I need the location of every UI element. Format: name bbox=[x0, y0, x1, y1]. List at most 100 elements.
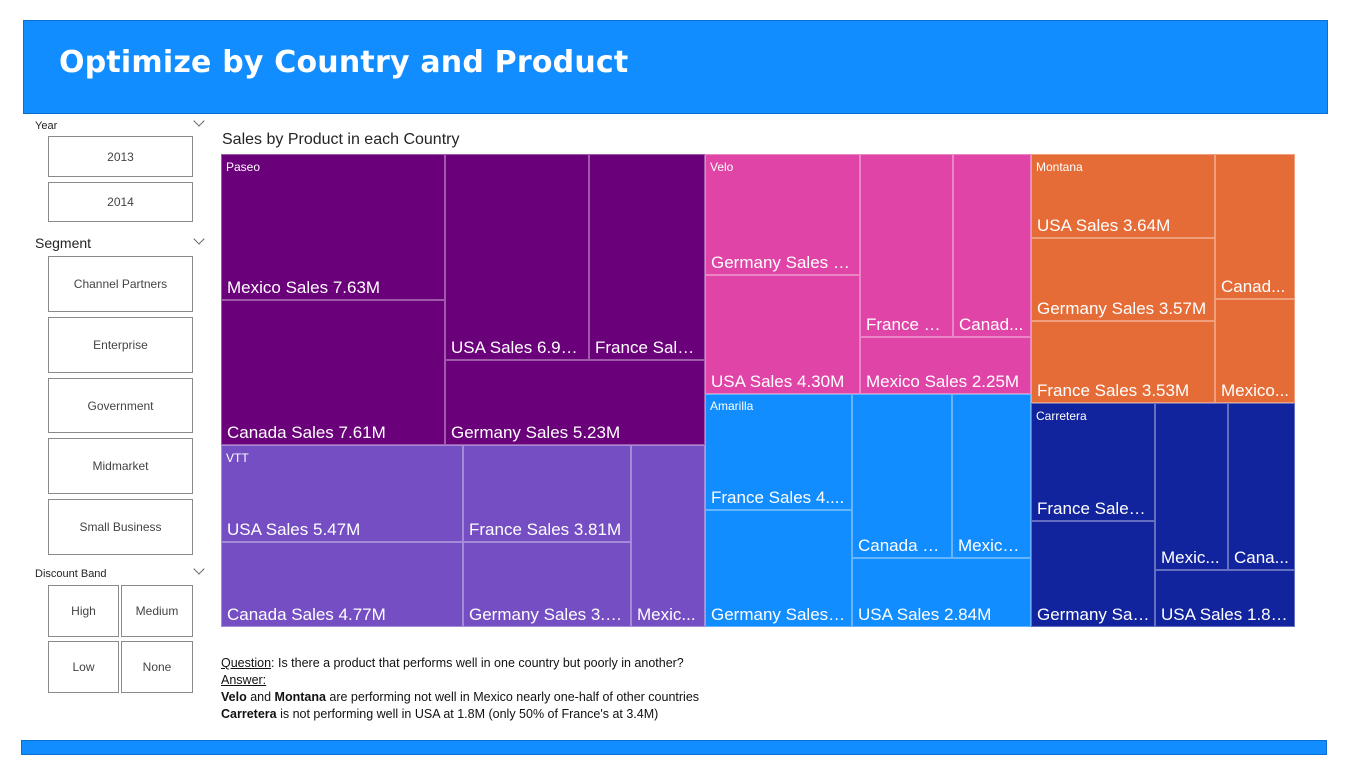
answer-line-1-text: are performing not well in Mexico nearly… bbox=[325, 690, 700, 704]
treemap-group-label-paseo: Paseo bbox=[226, 160, 261, 174]
discount-tile-medium[interactable]: Medium bbox=[121, 585, 193, 637]
segment-tile-government[interactable]: Government bbox=[48, 378, 193, 433]
treemap-cell-carretera-usa[interactable]: USA Sales 1.84... bbox=[1155, 570, 1295, 627]
treemap-cell-vtt-usa[interactable]: USA Sales 5.47M bbox=[221, 445, 463, 542]
treemap-cell-montana-usa[interactable]: USA Sales 3.64M bbox=[1031, 154, 1215, 238]
treemap-cell-velo-mexico[interactable]: Mexico Sales 2.25M bbox=[860, 337, 1031, 394]
treemap-cell-paseo-canada[interactable]: Canada Sales 7.61M bbox=[221, 300, 445, 445]
treemap-cell-label: Germany Sal... bbox=[1037, 605, 1150, 624]
sales-treemap[interactable]: Mexico Sales 7.63M Canada Sales 7.61M USA … bbox=[221, 154, 1295, 627]
treemap-cell-paseo-france[interactable]: France Sale... bbox=[589, 154, 705, 360]
treemap-cell-label: France Sale... bbox=[595, 338, 700, 357]
discount-slicer-title: Discount Band bbox=[35, 568, 107, 580]
treemap-cell-amarilla-usa[interactable]: USA Sales 2.84M bbox=[852, 558, 1031, 627]
treemap-cell-label: Canad... bbox=[959, 315, 1024, 334]
year-tile-2013[interactable]: 2013 bbox=[48, 136, 193, 177]
treemap-cell-velo-usa[interactable]: USA Sales 4.30M bbox=[705, 275, 860, 394]
treemap-cell-label: Mexic... bbox=[1161, 548, 1220, 567]
qa-block: Question: Is there a product that perfor… bbox=[221, 655, 699, 723]
treemap-cell-label: France S... bbox=[866, 315, 948, 334]
treemap-cell-label: Canad... bbox=[1221, 277, 1286, 296]
treemap-cell-paseo-mexico[interactable]: Mexico Sales 7.63M bbox=[221, 154, 445, 300]
treemap-cell-velo-germany[interactable]: Germany Sales 4... bbox=[705, 154, 860, 275]
treemap-cell-label: Germany Sales 3.57M bbox=[1037, 299, 1207, 318]
treemap-cell-label: Mexic... bbox=[637, 605, 696, 624]
discount-chevron-down-icon[interactable] bbox=[193, 563, 205, 575]
treemap-cell-label: Canada Sales 7.61M bbox=[227, 423, 386, 442]
page-footer bbox=[21, 740, 1327, 755]
treemap-cell-label: Mexico Sales 2.25M bbox=[866, 372, 1020, 391]
treemap-cell-label: France Sales 3.53M bbox=[1037, 381, 1190, 400]
answer-line-2: Carretera is not performing well in USA … bbox=[221, 706, 699, 723]
question-line: Question: Is there a product that perfor… bbox=[221, 655, 699, 672]
treemap-cell-amarilla-canada[interactable]: Canada S... bbox=[852, 394, 952, 558]
answer-and: and bbox=[246, 690, 275, 704]
treemap-cell-label: Canada S... bbox=[858, 536, 947, 555]
question-text: : Is there a product that performs well … bbox=[271, 656, 684, 670]
treemap-cell-montana-france[interactable]: France Sales 3.53M bbox=[1031, 321, 1215, 403]
segment-tile-enterprise[interactable]: Enterprise bbox=[48, 317, 193, 373]
answer-product-montana: Montana bbox=[274, 690, 326, 704]
discount-tile-high[interactable]: High bbox=[48, 585, 119, 637]
answer-product-carretera: Carretera bbox=[221, 707, 277, 721]
page-header: Optimize by Country and Product bbox=[23, 20, 1328, 114]
treemap-cell-montana-canada[interactable]: Canad... bbox=[1215, 154, 1295, 299]
treemap-cell-label: Germany Sales 3.2... bbox=[469, 605, 626, 624]
treemap-cell-velo-france[interactable]: France S... bbox=[860, 154, 953, 337]
answer-product-velo: Velo bbox=[221, 690, 247, 704]
treemap-group-label-montana: Montana bbox=[1036, 160, 1083, 174]
treemap-cell-label: USA Sales 3.64M bbox=[1037, 216, 1171, 235]
treemap-cell-paseo-germany[interactable]: Germany Sales 5.23M bbox=[445, 360, 705, 445]
treemap-cell-amarilla-mexico[interactable]: Mexico... bbox=[952, 394, 1031, 558]
question-label: Question bbox=[221, 656, 272, 670]
treemap-cell-paseo-usa[interactable]: USA Sales 6.94M bbox=[445, 154, 589, 360]
treemap-cell-label: Germany Sales 5.23M bbox=[451, 423, 621, 442]
treemap-cell-carretera-germany[interactable]: Germany Sal... bbox=[1031, 521, 1155, 627]
treemap-cell-label: USA Sales 1.84... bbox=[1161, 605, 1290, 624]
treemap-cell-montana-mexico[interactable]: Mexico... bbox=[1215, 299, 1295, 403]
treemap-cell-montana-germany[interactable]: Germany Sales 3.57M bbox=[1031, 238, 1215, 321]
answer-line-2-text: is not performing well in USA at 1.8M (o… bbox=[276, 707, 659, 721]
treemap-cell-label: France Sales 4.... bbox=[711, 488, 845, 507]
segment-chevron-down-icon[interactable] bbox=[193, 233, 205, 245]
discount-tile-low[interactable]: Low bbox=[48, 641, 119, 693]
treemap-cell-label: USA Sales 4.30M bbox=[711, 372, 845, 391]
answer-label: Answer: bbox=[221, 673, 267, 687]
page-title: Optimize by Country and Product bbox=[59, 45, 629, 80]
treemap-cell-label: France Sales ... bbox=[1037, 499, 1150, 518]
treemap-cell-label: USA Sales 2.84M bbox=[858, 605, 992, 624]
treemap-cell-amarilla-france[interactable]: France Sales 4.... bbox=[705, 394, 852, 510]
answer-line-1: Velo and Montana are performing not well… bbox=[221, 689, 699, 706]
treemap-group-label-velo: Velo bbox=[710, 160, 734, 174]
treemap-cell-vtt-canada[interactable]: Canada Sales 4.77M bbox=[221, 542, 463, 627]
treemap-cell-label: Mexico Sales 7.63M bbox=[227, 278, 381, 297]
treemap-group-label-vtt: VTT bbox=[226, 451, 249, 465]
discount-tile-none[interactable]: None bbox=[121, 641, 193, 693]
segment-tile-small-business[interactable]: Small Business bbox=[48, 499, 193, 555]
treemap-cell-label: Canada Sales 4.77M bbox=[227, 605, 386, 624]
treemap-cell-carretera-canada[interactable]: Cana... bbox=[1228, 403, 1295, 570]
segment-tile-midmarket[interactable]: Midmarket bbox=[48, 438, 193, 494]
treemap-group-label-amarilla: Amarilla bbox=[710, 399, 754, 413]
treemap-cell-vtt-mexico[interactable]: Mexic... bbox=[631, 445, 705, 627]
treemap-cell-label: France Sales 3.81M bbox=[469, 520, 622, 539]
treemap-cell-carretera-france[interactable]: France Sales ... bbox=[1031, 403, 1155, 521]
treemap-cell-label: USA Sales 5.47M bbox=[227, 520, 361, 539]
year-chevron-down-icon[interactable] bbox=[193, 115, 205, 127]
treemap-cell-label: USA Sales 6.94M bbox=[451, 338, 584, 357]
answer-line: Answer: bbox=[221, 672, 699, 689]
year-slicer-title: Year bbox=[35, 120, 58, 132]
treemap-cell-vtt-france[interactable]: France Sales 3.81M bbox=[463, 445, 631, 542]
treemap-cell-label: Germany Sales 4... bbox=[711, 253, 855, 272]
treemap-cell-label: Cana... bbox=[1234, 548, 1289, 567]
segment-tile-channel-partners[interactable]: Channel Partners bbox=[48, 256, 193, 312]
chart-title: Sales by Product in each Country bbox=[222, 131, 460, 148]
treemap-cell-label: Mexico... bbox=[1221, 381, 1290, 400]
treemap-cell-velo-canada[interactable]: Canad... bbox=[953, 154, 1031, 337]
year-tile-2014[interactable]: 2014 bbox=[48, 182, 193, 222]
treemap-cell-label: Germany Sales ... bbox=[711, 605, 847, 624]
treemap-group-label-carretera: Carretera bbox=[1036, 409, 1087, 423]
treemap-cell-carretera-mexico[interactable]: Mexic... bbox=[1155, 403, 1228, 570]
treemap-cell-vtt-germany[interactable]: Germany Sales 3.2... bbox=[463, 542, 631, 627]
treemap-cell-amarilla-germany[interactable]: Germany Sales ... bbox=[705, 510, 852, 627]
